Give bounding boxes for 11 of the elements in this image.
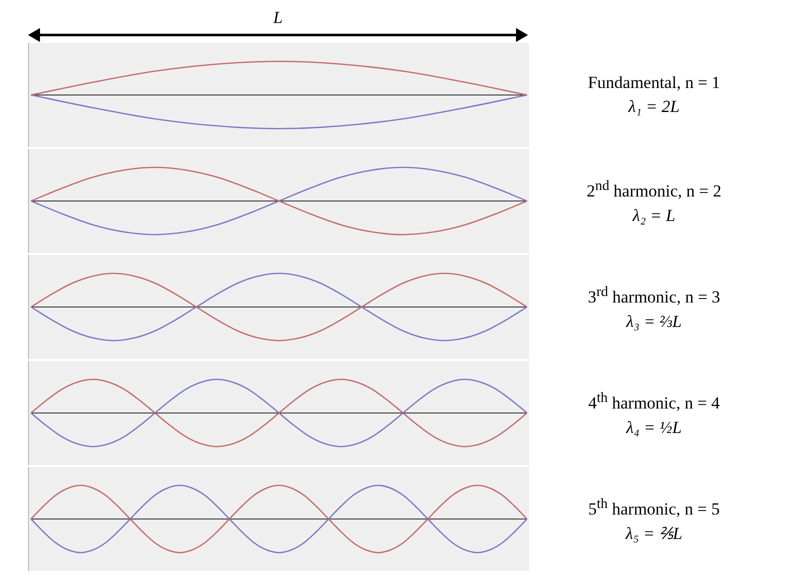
- text: 5$^{th}$ harmonic, n = 5: [587, 495, 721, 521]
- text: λ₂ = L: [631, 204, 676, 227]
- text: λ₁ = 2L: [627, 96, 681, 118]
- x-axis-title: L: [272, 8, 284, 28]
- text: Fundamental, n = 1: [586, 72, 722, 94]
- text: λ₄ = ½L: [624, 416, 683, 439]
- text: λ₅ = ⅖L: [624, 522, 684, 545]
- text: 3$^{rd}$ harmonic, n = 3: [586, 283, 722, 309]
- text: 4$^{th}$ harmonic, n = 4: [587, 389, 721, 415]
- text: 2$^{nd}$ harmonic, n = 2: [586, 177, 722, 203]
- text: λ₃ = ⅔L: [624, 310, 683, 333]
